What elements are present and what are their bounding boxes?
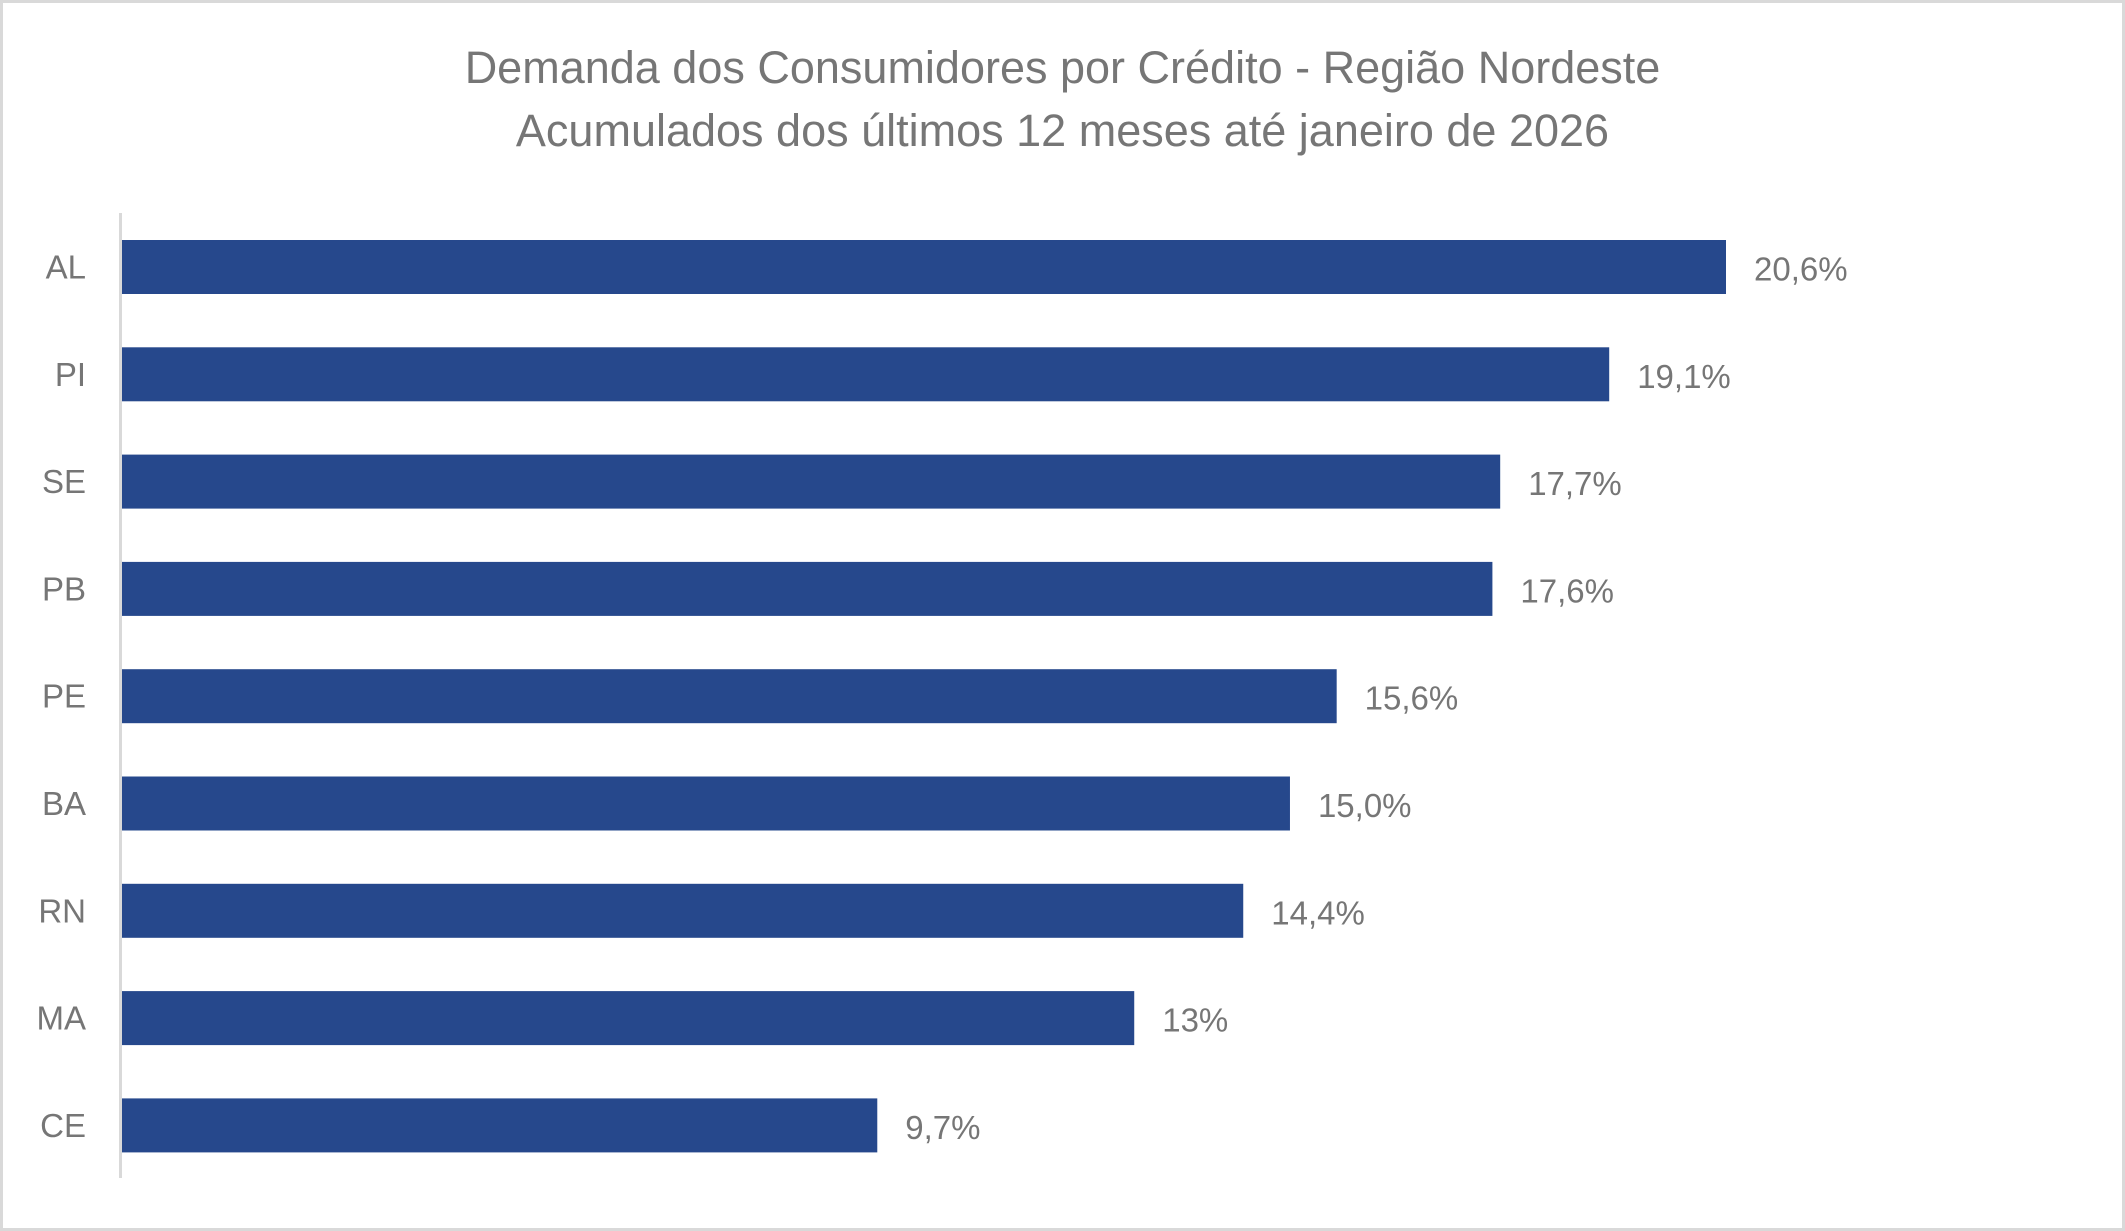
category-label-se: SE (42, 463, 86, 500)
value-label-pe: 15,6% (1365, 680, 1459, 717)
bar-pe (122, 669, 1337, 724)
value-label-pi: 19,1% (1637, 358, 1731, 395)
chart-subtitle: Acumulados dos últimos 12 meses até jane… (515, 105, 1610, 156)
category-label-pi: PI (55, 356, 86, 393)
bar-pb (122, 561, 1493, 616)
value-label-al: 20,6% (1754, 251, 1848, 288)
value-label-ma: 13% (1162, 1002, 1228, 1039)
bar-ba (122, 776, 1290, 831)
bar-ce (122, 1098, 878, 1153)
category-label-pe: PE (42, 678, 86, 715)
category-label-ce: CE (40, 1107, 86, 1144)
category-label-rn: RN (38, 892, 86, 929)
category-label-ma: MA (37, 1000, 87, 1037)
chart-title-block: Demanda dos Consumidores por Crédito - R… (0, 36, 2125, 162)
bar-al (122, 240, 1726, 294)
bar-pi (122, 347, 1610, 402)
bars-layer (122, 240, 1726, 1153)
category-label-al: AL (46, 249, 86, 286)
value-label-pb: 17,6% (1520, 572, 1614, 609)
category-label-pb: PB (42, 570, 86, 607)
bar-se (122, 454, 1501, 509)
value-label-ce: 9,7% (905, 1109, 980, 1146)
value-label-rn: 14,4% (1271, 894, 1365, 931)
value-label-ba: 15,0% (1318, 787, 1412, 824)
category-label-ba: BA (42, 785, 86, 822)
chart-title: Demanda dos Consumidores por Crédito - R… (464, 42, 1661, 93)
bar-rn (122, 883, 1244, 938)
bar-ma (122, 991, 1135, 1046)
value-labels: 20,6% 19,1% 17,7% 17,6% 15,6% 15,0% 14,4% 13% 9,… (905, 251, 1847, 1146)
category-labels: AL PI SE PB PE BA RN MA CE (37, 249, 87, 1144)
value-label-se: 17,7% (1528, 465, 1622, 502)
